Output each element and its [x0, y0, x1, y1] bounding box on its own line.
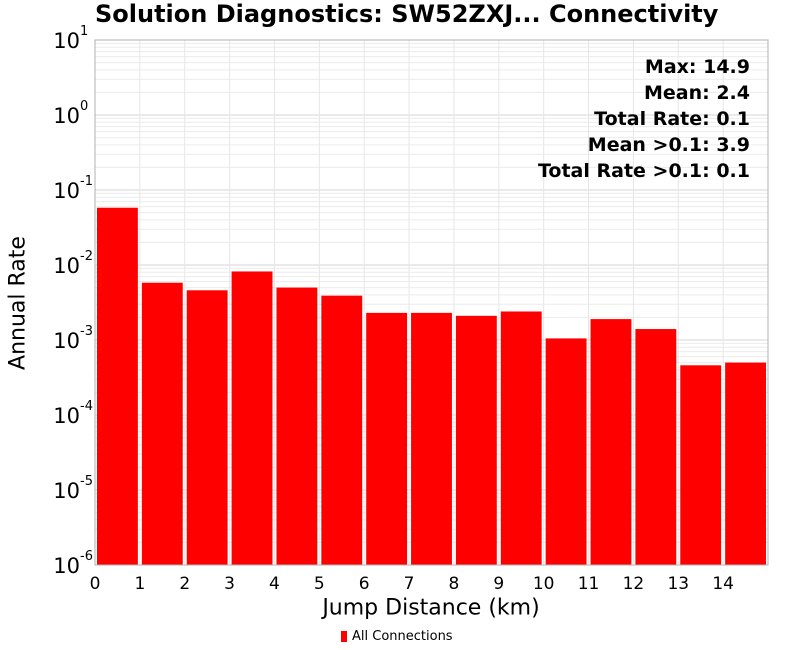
- stat-max: Max: 14.9: [644, 56, 750, 78]
- plot-border: [94, 39, 769, 566]
- y-tick-exponent: 1: [80, 24, 88, 39]
- stat-total-rate-above: Total Rate >0.1: 0.1: [537, 160, 750, 182]
- x-tick-label: 3: [224, 574, 235, 594]
- stats-annotation: Max: 14.9 Mean: 2.4 Total Rate: 0.1 Mean…: [538, 54, 750, 184]
- bar-9: [500, 311, 542, 565]
- x-axis-label: Jump Distance (km): [322, 595, 540, 621]
- bar-7: [411, 312, 452, 565]
- bar-10: [545, 338, 587, 565]
- x-tick-label: 7: [404, 574, 415, 594]
- x-tick-label: 6: [359, 574, 370, 594]
- x-tick-label: 8: [449, 574, 460, 594]
- y-tick-label: 10: [53, 329, 80, 353]
- legend-swatch: [341, 631, 347, 642]
- stat-total-rate: Total Rate: 0.1: [594, 108, 750, 130]
- bar-2: [186, 290, 228, 565]
- bar-1: [141, 282, 183, 565]
- stat-mean-above: Mean >0.1: 3.9: [587, 134, 750, 156]
- legend: All Connections: [341, 629, 453, 644]
- x-tick-label: 11: [578, 574, 600, 594]
- y-tick-label: 10: [53, 404, 80, 428]
- x-tick-label: 2: [179, 574, 190, 594]
- y-tick-exponent: -2: [80, 249, 93, 264]
- y-tick-label: 10: [53, 479, 80, 503]
- y-tick-label: 10: [53, 104, 80, 128]
- y-tick-label: 10: [53, 29, 80, 53]
- x-tick-label: 1: [134, 574, 145, 594]
- chart-title: Solution Diagnostics: SW52ZXJ... Connect…: [95, 0, 719, 28]
- y-tick-label: 10: [53, 554, 80, 578]
- y-tick-exponent: -4: [80, 399, 93, 414]
- y-tick-label: 10: [53, 179, 80, 203]
- x-tick-label: 10: [533, 574, 555, 594]
- y-tick-exponent: -6: [80, 549, 93, 564]
- y-tick-exponent: 0: [80, 99, 88, 114]
- bar-13: [680, 365, 722, 565]
- bar-6: [366, 312, 408, 565]
- x-tick-label: 13: [667, 574, 689, 594]
- bar-4: [276, 287, 318, 565]
- bar-8: [455, 315, 497, 565]
- y-axis-label: Annual Rate: [5, 236, 31, 370]
- x-tick-label: 0: [90, 574, 101, 594]
- bar-12: [635, 329, 677, 565]
- x-tick-label: 4: [269, 574, 280, 594]
- y-tick-label: 10: [53, 254, 80, 278]
- bar-11: [590, 319, 632, 565]
- legend-label: All Connections: [352, 629, 453, 644]
- stat-mean: Mean: 2.4: [643, 82, 750, 104]
- y-tick-exponent: -1: [80, 174, 93, 189]
- bar-14: [725, 362, 766, 565]
- y-tick-exponent: -5: [80, 474, 93, 489]
- x-tick-label: 14: [712, 574, 734, 594]
- bar-5: [321, 295, 363, 565]
- x-tick-label: 12: [623, 574, 645, 594]
- bar-3: [231, 271, 273, 565]
- bar-0: [97, 207, 138, 565]
- x-tick-label: 9: [493, 574, 504, 594]
- x-tick-label: 5: [314, 574, 325, 594]
- y-tick-exponent: -3: [80, 324, 93, 339]
